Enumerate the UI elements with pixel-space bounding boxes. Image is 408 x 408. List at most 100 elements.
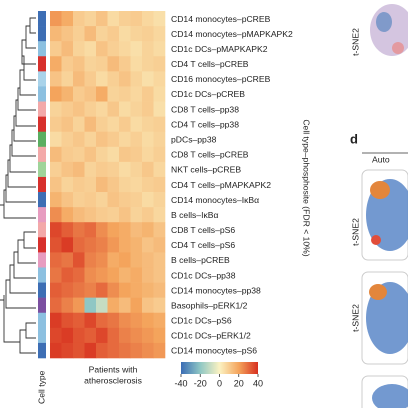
heatmap-cell — [50, 252, 62, 268]
cell-type-swatch — [38, 86, 46, 102]
heatmap-cell — [73, 26, 85, 42]
cell-type-swatch — [38, 192, 46, 208]
heatmap-cell — [119, 252, 131, 268]
heatmap-cell — [107, 267, 120, 283]
heatmap-cell — [61, 101, 74, 117]
heatmap-cell — [96, 101, 108, 117]
heatmap-cell — [142, 56, 154, 72]
cell-type-swatch — [38, 131, 46, 148]
heatmap-cell — [130, 237, 143, 253]
cell-type-swatch — [38, 267, 46, 283]
heatmap-cell — [73, 207, 85, 223]
heatmap-cell — [130, 101, 143, 117]
heatmap-cell — [153, 207, 166, 223]
cell-type-swatch — [38, 297, 46, 314]
heatmap-cell — [61, 86, 74, 102]
heatmap-cell — [153, 282, 166, 298]
heatmap-cell — [142, 192, 154, 208]
row-label: CD14 monocytes–pS6 — [171, 346, 257, 356]
heatmap-cell — [142, 312, 154, 329]
heatmap-cell — [96, 26, 108, 42]
heatmap-cell — [130, 71, 143, 87]
heatmap-cell — [142, 41, 154, 57]
cell-type-swatch — [38, 222, 46, 238]
heatmap-cell — [119, 192, 131, 208]
heatmap-cell — [119, 267, 131, 283]
heatmap-cell — [84, 161, 97, 178]
heatmap-cell — [153, 176, 166, 193]
heatmap-cell — [73, 342, 85, 359]
cell-type-swatch — [38, 116, 46, 132]
heatmap-cell — [96, 146, 108, 163]
heatmap-cell — [119, 207, 131, 223]
heatmap-cell — [119, 116, 131, 132]
heatmap-cell — [153, 86, 166, 102]
heatmap-cell — [119, 26, 131, 42]
heatmap-cell — [84, 297, 97, 314]
heatmap-cell — [84, 71, 97, 87]
row-label: CD4 T cells–pp38 — [171, 119, 239, 129]
heatmap-cell — [73, 267, 85, 283]
heatmap-cell — [142, 297, 154, 314]
heatmap-cell — [130, 252, 143, 268]
heatmap-cell — [96, 222, 108, 238]
heatmap-cell — [61, 297, 74, 314]
heatmap-cell — [61, 116, 74, 132]
heatmap-cell — [107, 176, 120, 193]
row-label: CD1c DCs–pMAPKAPK2 — [171, 44, 268, 54]
row-label: CD1c DCs–pCREB — [171, 89, 245, 99]
heatmap-cell — [107, 207, 120, 223]
heatmap-cell — [61, 267, 74, 283]
heatmap-cell — [96, 161, 108, 178]
heatmap-cell — [153, 26, 166, 42]
heatmap-cell — [107, 56, 120, 72]
heatmap-cell — [84, 237, 97, 253]
heatmap-cell — [119, 56, 131, 72]
heatmap-cell — [153, 237, 166, 253]
heatmap-cell — [84, 282, 97, 298]
heatmap-cell — [84, 41, 97, 57]
heatmap-cell — [73, 222, 85, 238]
heatmap-cell — [61, 222, 74, 238]
heatmap-cell — [119, 86, 131, 102]
heatmap-cell — [153, 146, 166, 163]
heatmap-cell — [153, 327, 166, 344]
heatmap-cell — [142, 222, 154, 238]
heatmap-cell — [50, 26, 62, 42]
heatmap-cell — [107, 41, 120, 57]
heatmap-cell — [130, 56, 143, 72]
heatmap-cell — [73, 11, 85, 27]
heatmap-cell — [96, 207, 108, 223]
heatmap-cell — [153, 116, 166, 132]
heatmap-cell — [119, 297, 131, 314]
heatmap-cell — [153, 252, 166, 268]
heatmap-cell — [153, 11, 166, 27]
cell-type-swatch — [38, 26, 46, 42]
cell-type-swatch — [38, 146, 46, 163]
heatmap-cell — [153, 131, 166, 148]
heatmap-cell — [96, 252, 108, 268]
row-label: CD4 T cells–pS6 — [171, 240, 235, 250]
heatmap-cell — [107, 11, 120, 27]
row-label: CD8 T cells–pp38 — [171, 104, 239, 114]
heatmap-cell — [84, 252, 97, 268]
heatmap-cell — [50, 207, 62, 223]
heatmap-cell — [142, 26, 154, 42]
heatmap-cell — [84, 327, 97, 344]
row-label: CD8 T cells–pS6 — [171, 225, 235, 235]
heatmap-cell — [153, 342, 166, 359]
row-label: Basophils–pERK1/2 — [171, 300, 248, 310]
heatmap-cell — [107, 222, 120, 238]
heatmap-cell — [61, 71, 74, 87]
heatmap-cell — [107, 131, 120, 148]
heatmap-cell — [73, 312, 85, 329]
column-axis-title: Patients with — [89, 364, 138, 374]
heatmap-cell — [96, 237, 108, 253]
heatmap-cell — [50, 131, 62, 148]
heatmap-cell — [50, 192, 62, 208]
heatmap-cell — [130, 41, 143, 57]
heatmap-cell — [107, 71, 120, 87]
cell-type-swatch — [38, 237, 46, 253]
